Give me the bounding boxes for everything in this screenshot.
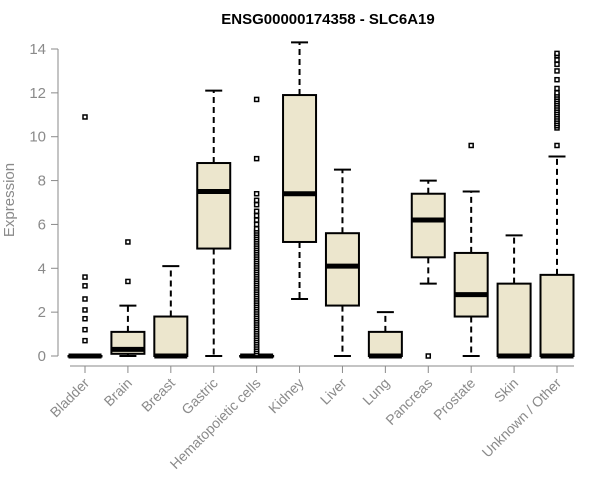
outlier-point <box>253 190 260 197</box>
box-unknown-other <box>539 50 575 359</box>
outlier-point <box>82 296 88 302</box>
box-rect <box>496 282 532 357</box>
box-rect <box>410 192 446 259</box>
box-lung <box>367 311 403 359</box>
box-kidney <box>282 41 318 300</box>
outlier-point <box>554 50 560 57</box>
outlier-point <box>253 208 260 215</box>
box-skin <box>496 234 532 359</box>
outlier-point <box>554 90 560 96</box>
outlier-point <box>253 96 260 103</box>
box-brain <box>110 239 146 357</box>
box-hematopoietic-cells <box>239 96 275 359</box>
box-breast <box>153 265 189 359</box>
outlier-point <box>82 315 88 322</box>
box-rect <box>153 315 189 357</box>
y-tick-label: 6 <box>38 216 46 233</box>
box-rect <box>453 251 489 318</box>
box-rect <box>539 273 575 357</box>
outlier-point <box>468 142 474 149</box>
outlier-point <box>253 226 260 232</box>
x-tick-label: Unknown / Other <box>479 375 565 461</box>
outlier-point <box>82 283 88 289</box>
y-tick-label: 12 <box>29 85 46 102</box>
outlier-point <box>253 155 260 162</box>
y-axis-label: Expression <box>1 163 18 237</box>
outlier-point <box>554 61 560 68</box>
outlier-point <box>253 201 260 208</box>
box-rect <box>282 94 318 243</box>
outlier-point <box>253 212 260 219</box>
outlier-point <box>253 217 260 223</box>
box-gastric <box>196 89 232 357</box>
x-tick-label: Liver <box>317 375 350 408</box>
outlier-point <box>125 239 131 245</box>
y-tick-label: 0 <box>38 348 46 365</box>
outlier-point <box>82 114 88 120</box>
outlier-point <box>554 85 560 92</box>
box-liver <box>324 168 360 357</box>
outlier-point <box>82 307 88 313</box>
outlier-point <box>253 221 260 228</box>
boxes-group <box>67 41 575 359</box>
outlier-point <box>554 76 560 83</box>
outlier-point <box>82 326 88 333</box>
outlier-point <box>253 197 260 204</box>
box-bladder <box>67 114 103 359</box>
box-rect <box>324 232 360 307</box>
outlier-point <box>82 337 88 344</box>
x-tick-label: Prostate <box>430 375 478 423</box>
x-tick-label: Bladder <box>47 375 93 421</box>
y-tick-label: 14 <box>29 41 46 58</box>
y-tick-label: 8 <box>38 173 46 190</box>
outlier-point <box>554 142 560 149</box>
x-tick-label: Lung <box>359 375 392 408</box>
x-tick-label: Pancreas <box>382 375 435 428</box>
outlier-point <box>554 68 560 74</box>
outlier-point <box>82 274 88 280</box>
y-tick-label: 4 <box>38 260 46 277</box>
y-tick-label: 2 <box>38 304 46 321</box>
outlier-point <box>554 57 560 63</box>
x-tick-label: Gastric <box>178 375 221 418</box>
chart-title: ENSG00000174358 - SLC6A19 <box>221 11 434 28</box>
box-rect <box>367 330 403 357</box>
outlier-point <box>125 278 131 285</box>
box-prostate <box>453 142 489 357</box>
y-tick-label: 10 <box>29 129 46 146</box>
box-pancreas <box>410 179 446 359</box>
outlier-point <box>425 353 432 359</box>
x-tick-label: Brain <box>101 375 135 409</box>
x-tick-label: Breast <box>138 375 178 415</box>
x-tick-label: Skin <box>491 375 522 406</box>
box-rect <box>196 162 232 250</box>
x-tick-label: Kidney <box>265 375 307 417</box>
